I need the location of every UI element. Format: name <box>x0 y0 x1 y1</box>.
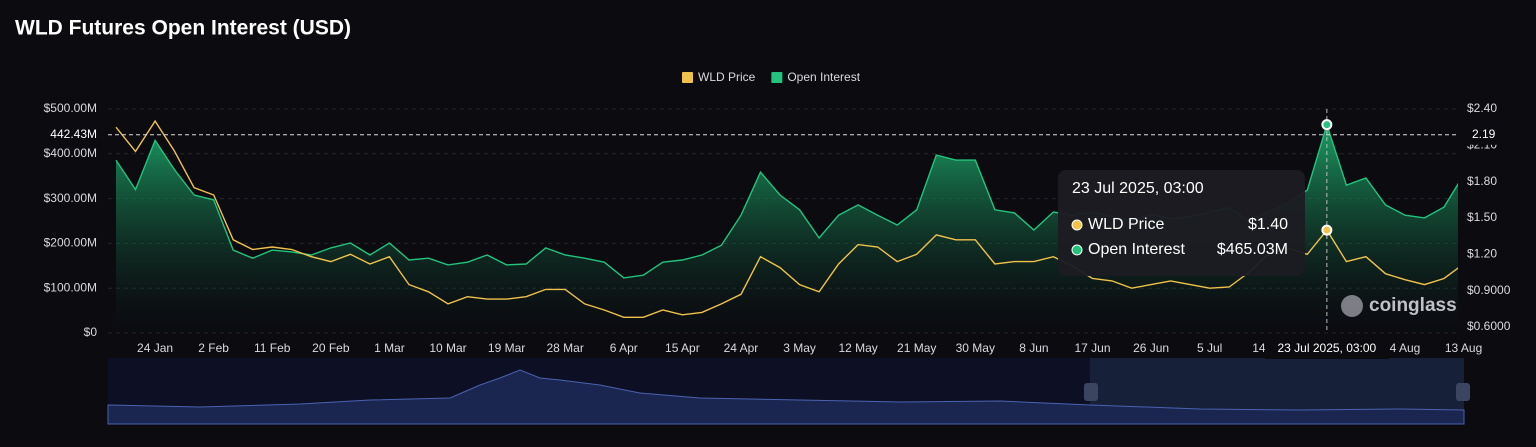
crosshair-y-label: 442.43M <box>50 127 97 141</box>
tooltip-value: $465.03M <box>1217 241 1288 258</box>
x-tick-label: 8 Jun <box>1019 341 1048 355</box>
x-tick-label: 24 Jan <box>137 341 173 355</box>
y2-tick-label: $1.20 <box>1467 246 1497 260</box>
legend-label: Open Interest <box>787 70 860 84</box>
x-tick-label: 6 Apr <box>610 341 638 355</box>
y2-tick-label: $1.50 <box>1467 210 1497 224</box>
tooltip-swatch <box>1071 219 1083 231</box>
tooltip <box>1058 170 1305 276</box>
y-tick-label: $200.00M <box>44 236 97 250</box>
x-tick-label: 28 Mar <box>547 341 584 355</box>
tooltip-value: $1.40 <box>1248 216 1288 233</box>
navigator-area <box>107 369 1465 425</box>
watermark: coinglass <box>1369 295 1457 316</box>
y2-tick-label: $1.80 <box>1467 174 1497 188</box>
tooltip-name: Open Interest <box>1088 241 1186 258</box>
x-tick-label: 2 Feb <box>198 341 229 355</box>
y2-tick-label: $2.40 <box>1467 101 1497 115</box>
legend-label: WLD Price <box>698 70 756 84</box>
crosshair-y2-label: 2.19 <box>1472 127 1496 141</box>
tooltip-swatch <box>1071 244 1083 256</box>
hover-marker <box>1321 119 1333 131</box>
chart-title: WLD Futures Open Interest (USD) <box>15 17 351 40</box>
crosshair-x-label: 23 Jul 2025, 03:00 <box>1277 341 1376 355</box>
logo-icon <box>1341 295 1363 317</box>
x-tick-label: 19 Mar <box>488 341 525 355</box>
x-tick-label: 24 Apr <box>724 341 759 355</box>
line <box>115 119 1458 318</box>
x-tick-label: 5 Jul <box>1197 341 1222 355</box>
x-tick-label: 21 May <box>897 341 936 355</box>
x-tick-label: 13 Aug <box>1445 341 1482 355</box>
y-tick-label: $100.00M <box>44 280 97 294</box>
legend-swatch <box>682 72 693 83</box>
tooltip-title: 23 Jul 2025, 03:00 <box>1072 180 1204 197</box>
navigator-handle[interactable] <box>1084 383 1098 401</box>
y2-tick-label: $0.9000 <box>1467 283 1511 297</box>
crosshair-x-box <box>1264 339 1389 359</box>
x-tick-label: 10 Mar <box>429 341 466 355</box>
crosshair-y2-box <box>1463 124 1503 145</box>
x-tick-label: 11 Feb <box>254 341 291 355</box>
x-tick-label: 30 May <box>956 341 995 355</box>
legend-swatch <box>771 72 783 83</box>
x-tick-label: 4 Aug <box>1390 341 1421 355</box>
y2-tick-label: $0.6000 <box>1467 319 1511 333</box>
y-tick-label: $300.00M <box>44 191 97 205</box>
crosshair-y-box <box>38 124 102 145</box>
x-tick-label: 12 May <box>838 341 877 355</box>
x-tick-label: 3 May <box>783 341 816 355</box>
y-tick-label: $500.00M <box>44 101 97 115</box>
y-tick-label: $0 <box>84 325 98 339</box>
x-tick-label: 26 Jun <box>1133 341 1169 355</box>
navigator-handle[interactable] <box>1456 383 1470 401</box>
x-tick-label: 1 Mar <box>374 341 405 355</box>
y-tick-label: $400.00M <box>44 146 97 160</box>
x-tick-label: 17 Jun <box>1074 341 1110 355</box>
area-fill <box>116 124 1458 333</box>
x-tick-label: 20 Feb <box>312 341 350 355</box>
tooltip-name: WLD Price <box>1088 216 1165 233</box>
hover-marker <box>1321 224 1333 236</box>
x-tick-label: 15 Apr <box>665 341 700 355</box>
